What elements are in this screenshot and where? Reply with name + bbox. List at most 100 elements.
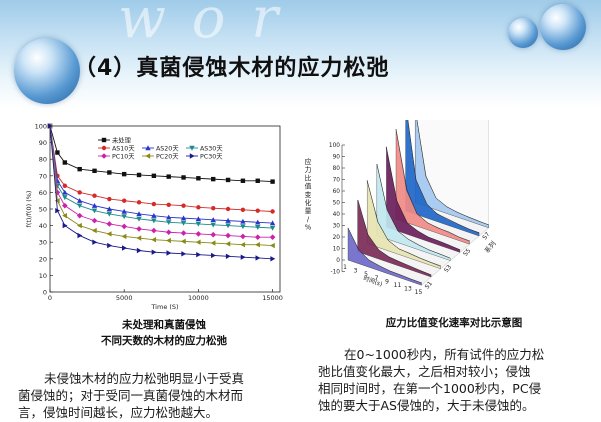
data-point: [107, 242, 113, 249]
data-point: [62, 212, 68, 219]
data-point: [240, 254, 246, 260]
data-point: [180, 220, 187, 226]
x-tick-label: 13: [404, 286, 412, 293]
ribbon-top-edge: [407, 120, 480, 234]
data-point: [136, 235, 142, 241]
data-point: [195, 221, 202, 227]
slide-header: w o r （4）真菌侵蚀木材的应力松弛: [0, 0, 601, 108]
ribbon-top-edge: [347, 227, 423, 284]
ribbon-S8: [415, 120, 490, 229]
data-point: [76, 222, 82, 229]
data-point: [54, 198, 60, 204]
data-point: [211, 205, 216, 211]
data-point: [91, 202, 98, 208]
data-point: [189, 153, 195, 159]
ribbon-top-edge: [366, 179, 442, 267]
data-point: [136, 211, 142, 217]
data-point: [166, 237, 171, 244]
data-point: [225, 217, 231, 223]
ribbon-top-edge: [395, 128, 471, 242]
data-point: [62, 160, 68, 165]
data-point: [62, 183, 68, 188]
z-axis-label-char: 量: [305, 207, 312, 215]
data-point: [136, 172, 142, 178]
data-point: [195, 216, 202, 222]
data-point: [77, 166, 82, 172]
z-tick-label: 30: [333, 224, 341, 230]
x-tick-label: 15: [415, 289, 423, 296]
data-point: [225, 232, 231, 239]
small-bubble-decoration: [508, 18, 538, 48]
z-tick-label: 50: [333, 201, 341, 207]
right-paragraph: 在0~1000秒内，所有试件的应力松 弛比值变化最大，之后相对较小；侵蚀 相同时…: [318, 346, 594, 414]
data-point: [121, 208, 127, 214]
z-axis-label-char: 应: [305, 157, 312, 166]
z-tick-label: 0: [336, 258, 340, 264]
legend-label: AS10天: [112, 144, 135, 152]
data-point: [121, 245, 127, 251]
data-point: [136, 200, 142, 205]
ribbon-top-edge: [357, 199, 432, 276]
legend-label: PC20天: [156, 152, 179, 160]
z-axis-label-char: 化: [305, 198, 312, 207]
y-tick-label: 80: [39, 156, 47, 164]
y-tick-label: 50: [39, 206, 47, 214]
x-axis-label: Time (S): [150, 303, 178, 311]
y-tick-label: 30: [39, 239, 47, 247]
ribbon-top-edge: [416, 120, 490, 226]
data-point: [269, 242, 275, 249]
z-tick-label: 10: [333, 247, 341, 253]
data-point: [225, 253, 231, 260]
legend-label: AS30天: [200, 144, 223, 152]
x-tick-label: 15000: [262, 294, 283, 302]
data-point: [195, 231, 202, 237]
stress-ratio-3d-waterfall-chart: -100102030405060708090100应力比值变化量/%135791…: [305, 120, 498, 296]
y-tick-label: 40: [39, 222, 47, 230]
left-paragraph-line3: 言，侵蚀时间越长，应力松弛越大。: [18, 405, 219, 420]
x-tick-label: 3: [354, 268, 358, 275]
data-point: [55, 150, 60, 155]
y-tick-label: S7: [481, 231, 491, 241]
series-pc20: [47, 123, 275, 249]
data-point: [166, 174, 171, 179]
data-point: [240, 207, 246, 213]
ribbon-face: [347, 227, 422, 286]
data-point: [151, 173, 157, 178]
data-point: [166, 214, 172, 220]
left-paragraph: 未侵蚀木材的应力松弛明显小于受真 菌侵蚀的；对于受同一真菌侵蚀的木材而 言，侵蚀…: [18, 370, 298, 421]
data-point: [189, 145, 195, 151]
data-point: [121, 198, 127, 203]
left-paragraph-line1: 未侵蚀木材的应力松弛明显小于受真: [44, 371, 245, 386]
data-point: [210, 222, 216, 228]
data-point: [180, 215, 187, 221]
data-point: [136, 247, 142, 254]
data-point: [195, 239, 201, 245]
z-axis-label-char: 变: [305, 190, 312, 199]
medium-bubble-decoration: [540, 4, 586, 50]
z-axis-label-char: 值: [305, 182, 312, 191]
legend-item-as30: AS30天: [186, 144, 223, 152]
data-point: [181, 175, 186, 180]
x-tick-label: 11: [394, 282, 402, 289]
data-point: [91, 208, 98, 214]
z-tick-label: -10: [331, 270, 341, 276]
data-point: [270, 179, 275, 184]
data-point: [151, 237, 157, 243]
large-bubble-decoration: [14, 38, 80, 104]
data-point: [225, 206, 231, 212]
data-point: [255, 225, 261, 230]
stress-relaxation-line-chart: 0 10 20 30 40 50 60 70 80 90 100 0 5000 10000 15000 Tim…: [25, 123, 283, 312]
slide-title: （4）真菌侵蚀木材的应力松弛: [74, 56, 390, 81]
series-untreated: [47, 123, 275, 184]
data-point: [151, 249, 157, 255]
data-point: [47, 123, 53, 129]
data-point: [181, 251, 187, 257]
left-paragraph-line2: 菌侵蚀的；对于受同一真菌侵蚀的木材而: [18, 388, 244, 403]
data-point: [255, 178, 260, 183]
data-point: [121, 214, 127, 220]
legend-item-pc30: PC30天: [186, 152, 223, 160]
ribbon-S4: [376, 163, 451, 261]
left-chart-caption: 未处理和真菌侵蚀 不同天数的木材的应力松弛: [64, 317, 264, 349]
left-caption-line2: 不同天数的木材的应力松弛: [101, 335, 227, 347]
data-point: [62, 189, 68, 195]
